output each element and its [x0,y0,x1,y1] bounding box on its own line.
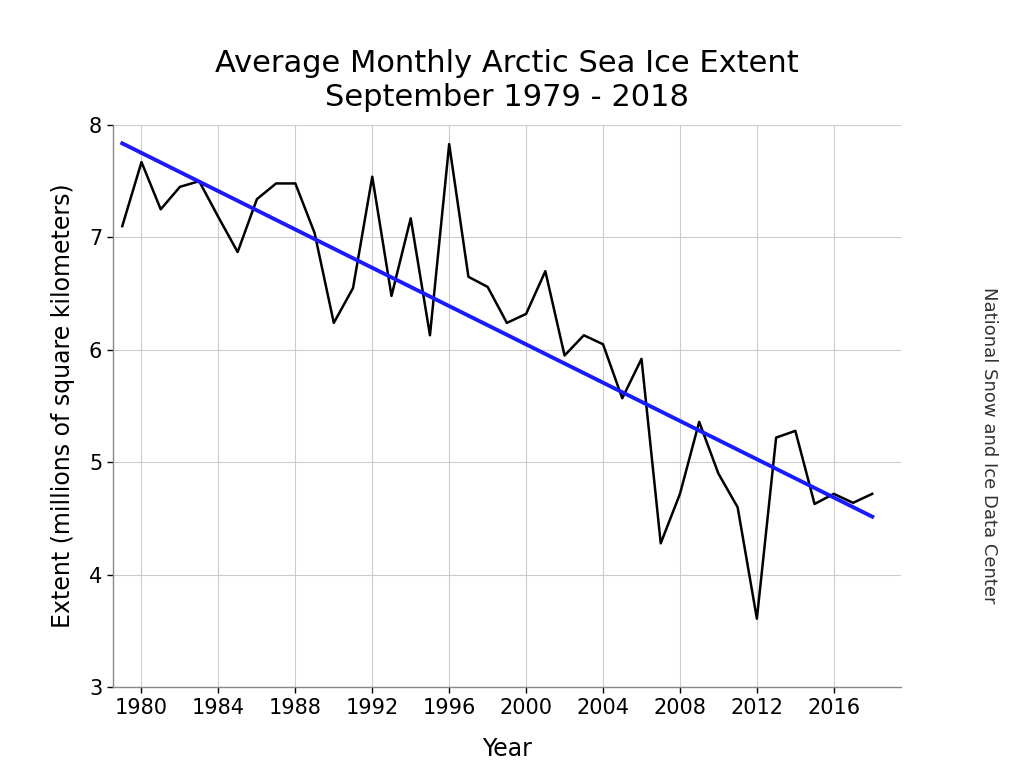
Title: Average Monthly Arctic Sea Ice Extent
September 1979 - 2018: Average Monthly Arctic Sea Ice Extent Se… [215,49,799,112]
Y-axis label: Extent (millions of square kilometers): Extent (millions of square kilometers) [51,184,75,629]
X-axis label: Year: Year [482,737,531,761]
Text: National Snow and Ice Data Center: National Snow and Ice Data Center [980,287,998,604]
